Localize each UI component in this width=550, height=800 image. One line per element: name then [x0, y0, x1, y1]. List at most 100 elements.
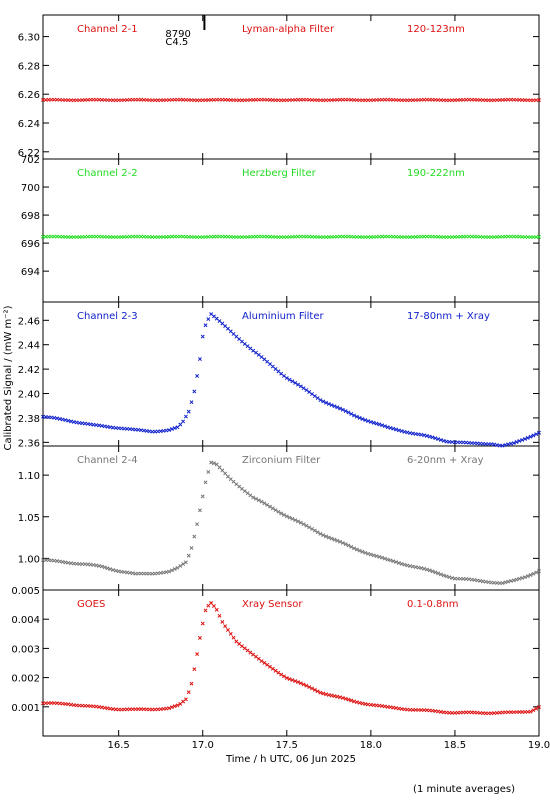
data-point [343, 696, 348, 701]
panel-filter-label: Zirconium Filter [242, 455, 321, 466]
data-point [338, 695, 342, 700]
data-point [200, 621, 205, 626]
data-point [436, 437, 441, 442]
data-point [537, 234, 541, 239]
data-point [99, 423, 104, 428]
data-point [60, 559, 65, 564]
data-point [259, 659, 264, 663]
data-point [335, 405, 340, 410]
data-point [97, 423, 101, 428]
data-point [296, 519, 300, 524]
data-series [41, 312, 541, 448]
data-point [509, 578, 513, 583]
data-point [312, 528, 317, 533]
data-point [531, 433, 536, 438]
chart-text: 6.22 6.24 6.26 6.28 6.30 Channel 2-1 Lyman-alp… [11, 24, 550, 751]
data-point [357, 700, 362, 705]
data-point [326, 692, 331, 697]
data-point [382, 556, 387, 561]
data-point [310, 686, 314, 691]
y-tick-label: 1.10 [18, 471, 40, 482]
data-point [424, 567, 429, 572]
data-point [422, 433, 427, 438]
data-point [214, 607, 219, 612]
data-point [509, 441, 513, 446]
data-point [284, 676, 289, 680]
data-point [301, 522, 306, 527]
data-point [200, 334, 205, 339]
data-point [447, 575, 452, 580]
data-point [197, 635, 202, 640]
data-point [394, 560, 399, 565]
data-point [164, 428, 169, 433]
event-number-label: 8790 [165, 29, 190, 40]
data-point [195, 652, 200, 657]
data-point [382, 704, 387, 709]
data-point [321, 691, 326, 696]
panels [42, 14, 540, 737]
data-point [172, 704, 177, 709]
panel-channel-label: Channel 2-4 [77, 455, 138, 466]
event-class-label: C4.5 [165, 37, 188, 48]
data-point [298, 520, 303, 525]
data-point [503, 580, 508, 585]
data-point [284, 514, 289, 519]
y-tick-label: 698 [21, 211, 40, 222]
data-point [55, 416, 59, 421]
data-point [265, 502, 270, 507]
y-tick-label: 0.002 [11, 674, 40, 685]
panel-frame [42, 301, 540, 447]
data-point [91, 563, 96, 567]
data-point [228, 631, 233, 636]
data-point [276, 509, 281, 514]
y-tick-label: 0.005 [11, 586, 40, 597]
data-point [290, 516, 295, 521]
data-point [371, 553, 376, 558]
data-point [195, 522, 200, 527]
data-point [301, 682, 306, 687]
data-point [223, 324, 228, 329]
y-tick-label: 700 [21, 183, 40, 194]
data-point [116, 569, 121, 574]
data-point [273, 508, 278, 513]
data-point [312, 687, 317, 692]
data-point [475, 578, 480, 583]
data-point [433, 436, 438, 441]
data-point [310, 392, 314, 396]
data-point [346, 543, 351, 548]
y-tick-label: 2.40 [18, 390, 40, 401]
data-point [127, 570, 132, 575]
data-point [251, 348, 256, 353]
x-axis-title: Time / h UTC, 06 Jun 2025 [225, 754, 356, 765]
data-point [251, 652, 256, 657]
data-point [360, 417, 365, 421]
data-point [500, 443, 505, 448]
y-tick-label: 2.36 [18, 438, 40, 449]
data-point [520, 438, 525, 442]
data-point [293, 380, 298, 385]
data-point [413, 565, 418, 570]
panel-filter-label: Herzberg Filter [242, 168, 317, 179]
data-point [55, 559, 59, 563]
data-point [203, 608, 208, 613]
data-point [254, 496, 258, 501]
y-tick-label: 6.26 [18, 90, 40, 101]
data-point [164, 570, 169, 575]
y-tick-label: 0.003 [11, 644, 40, 655]
data-point [433, 709, 438, 714]
data-point [102, 705, 107, 710]
data-point [340, 407, 345, 412]
data-point [102, 565, 107, 570]
data-point [534, 432, 539, 437]
data-point [172, 567, 177, 571]
data-point [287, 515, 292, 520]
data-point [352, 699, 357, 704]
data-point [181, 419, 186, 424]
data-point [167, 706, 172, 711]
data-point [408, 431, 413, 435]
data-point [340, 540, 345, 545]
data-point [167, 569, 172, 574]
data-point [332, 537, 337, 542]
data-point [279, 672, 284, 677]
